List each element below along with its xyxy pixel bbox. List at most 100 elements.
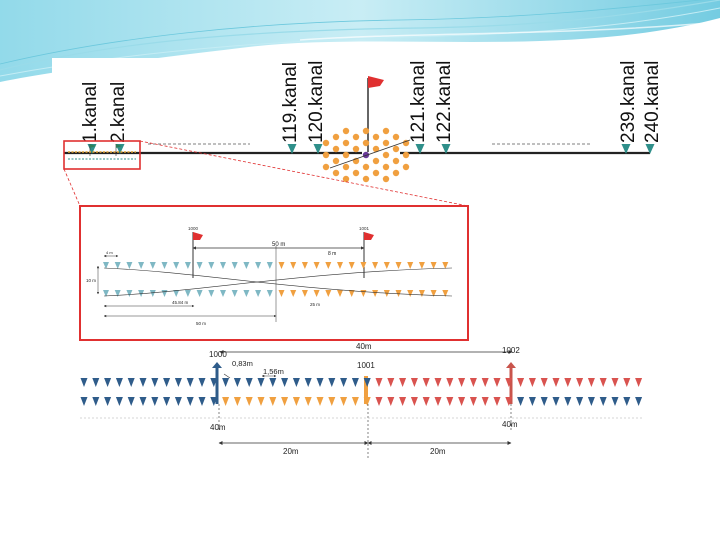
flag-1002-label: 1002 — [502, 346, 520, 355]
inset-geophone — [337, 290, 343, 297]
geophone-bottom-row — [257, 397, 265, 406]
inset-diagram: 1000 1001 50 m 8 m 4 m 10 m 45.84 m 50 m… — [79, 205, 469, 341]
inset-geophone — [407, 262, 414, 269]
span-20m-left: 20m — [283, 447, 299, 456]
geophone-top-row — [422, 378, 430, 387]
geophone-top-row — [92, 378, 100, 387]
inset-geophone — [149, 290, 156, 297]
inset-dim-50m-bottom: 50 m — [196, 321, 206, 326]
inset-dim-4584m: 45.84 m — [172, 300, 189, 305]
geophone-bottom-row — [422, 397, 430, 406]
shot-point — [392, 133, 400, 141]
geophone-bottom-row — [387, 397, 395, 406]
geophone-top-row — [292, 378, 300, 387]
geophone-triangle — [645, 144, 655, 154]
span-40m-top: 40m — [356, 342, 372, 351]
inset-geophone — [418, 290, 425, 297]
shot-point — [352, 169, 360, 177]
geophone-top-row — [434, 378, 442, 387]
shot-point — [342, 175, 350, 183]
inset-dim-50m: 50 m — [272, 242, 285, 248]
geophone-bottom-row — [410, 397, 418, 406]
inset-geophone — [372, 290, 379, 297]
shot-point — [322, 139, 330, 147]
inset-geophone — [138, 262, 145, 269]
span-20m-right: 20m — [430, 447, 446, 456]
spacing-083-label: 0,83m — [232, 359, 253, 368]
inset-geophone — [290, 290, 297, 297]
shot-point — [402, 139, 410, 147]
geophone-bottom-row — [210, 397, 218, 406]
shot-point — [402, 151, 410, 159]
geophone-top-row — [363, 378, 371, 387]
inset-geophone — [301, 290, 308, 297]
geophone-top-row — [446, 378, 454, 387]
geophone-bottom-row — [375, 397, 383, 406]
geophone-top-row — [80, 378, 88, 387]
geophone-bottom-row — [104, 397, 112, 406]
inset-flag-left-label: 1000 — [188, 226, 199, 231]
inset-geophone — [313, 262, 320, 269]
geophone-bottom-row — [139, 397, 147, 406]
shot-point — [362, 127, 370, 135]
shot-point — [332, 145, 340, 153]
flag-1000-label: 1000 — [209, 350, 227, 359]
geophone-bottom-row — [198, 397, 206, 406]
channel-label-239: 239.kanal — [618, 61, 639, 143]
inset-geophone — [255, 262, 262, 269]
inset-frame — [79, 205, 469, 341]
shot-point — [342, 139, 350, 147]
shot-point — [392, 145, 400, 153]
shot-point — [362, 139, 370, 147]
geophone-top-row — [115, 378, 123, 387]
geophone-bottom-row — [174, 397, 182, 406]
shot-point — [382, 163, 390, 171]
inset-geophone — [442, 262, 449, 269]
geophone-bottom-row — [245, 397, 253, 406]
geophone-top-row — [576, 378, 584, 387]
geophone-bottom-row — [528, 397, 536, 406]
geophone-top-row — [233, 378, 241, 387]
channel-label-1: 1.kanal — [80, 82, 101, 143]
inset-geophone — [430, 290, 437, 297]
shot-point — [402, 163, 410, 171]
inset-geophone — [407, 290, 414, 297]
shot-point — [362, 175, 370, 183]
inset-geophone — [173, 290, 180, 297]
geophone-bottom-row — [517, 397, 525, 406]
inset-geophone — [103, 262, 109, 269]
inset-geophone — [360, 262, 367, 269]
inset-geophone — [395, 290, 402, 297]
inset-flag-left: 1000 — [188, 226, 203, 278]
inset-geophone — [114, 290, 121, 297]
geophone-bottom-row — [564, 397, 572, 406]
inset-geophone — [372, 262, 379, 269]
geophone-top-row — [222, 378, 230, 387]
geophone-top-row — [304, 378, 312, 387]
shot-point — [332, 133, 340, 141]
inset-geophone — [196, 262, 203, 269]
geophone-top-row — [635, 378, 643, 387]
inset-geophone — [184, 290, 191, 297]
geophone-top-row — [458, 378, 466, 387]
inset-geophone — [383, 262, 390, 269]
channel-label-122: 122.kanal — [434, 61, 455, 143]
geophone-top-row — [375, 378, 383, 387]
inset-geophone — [231, 262, 238, 269]
geophone-bottom-row — [458, 397, 466, 406]
inset-geophone — [243, 290, 250, 297]
header-wave — [0, 0, 720, 82]
center-flag — [367, 76, 384, 152]
inset-geophone — [290, 262, 297, 269]
geophone-top-row — [552, 378, 560, 387]
shot-point — [332, 157, 340, 165]
shot-point — [322, 163, 330, 171]
geophone-top-row — [517, 378, 525, 387]
shot-point-pattern — [322, 127, 410, 183]
geophone-bottom-row — [316, 397, 324, 406]
shot-point — [362, 163, 370, 171]
channel-labels: 1.kanal 2.kanal 119.kanal 120.kanal 121.… — [80, 61, 663, 143]
channel-label-120: 120.kanal — [306, 61, 327, 143]
geophone-bottom-row — [540, 397, 548, 406]
spacing-156-label: 1,56m — [263, 367, 284, 376]
